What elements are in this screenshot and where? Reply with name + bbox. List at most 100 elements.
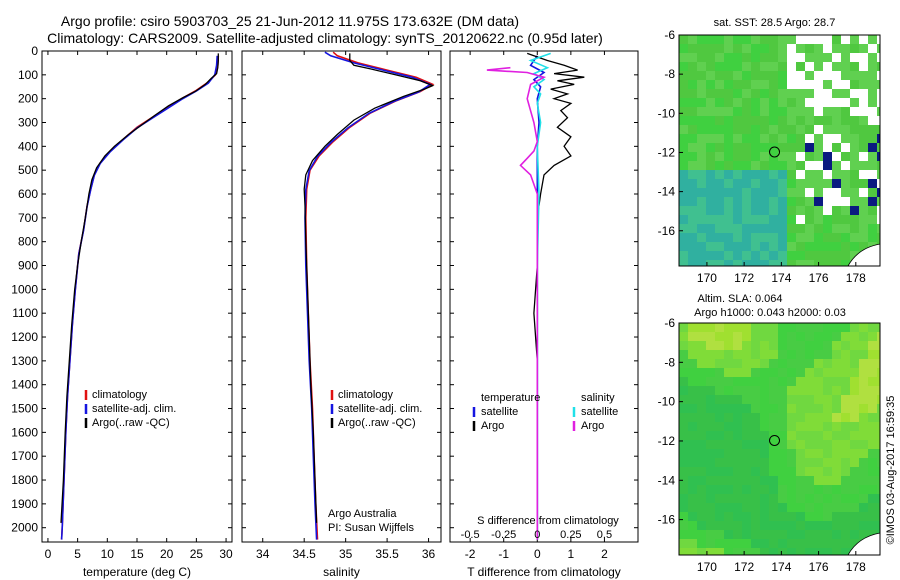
map-cell: [751, 413, 761, 423]
map-cell: [706, 125, 716, 135]
map-cell: [787, 359, 797, 369]
map-cell: [805, 107, 815, 117]
map-cell: [751, 503, 761, 513]
map-cell: [868, 512, 878, 522]
map-cell: [733, 197, 743, 207]
map-cell: [688, 530, 698, 540]
map-cell: [805, 224, 815, 234]
map-cell: [850, 359, 860, 369]
depth-tick-label: 900: [18, 259, 38, 273]
map-cell: [733, 152, 743, 162]
map-cell: [715, 413, 725, 423]
map-cell: [877, 422, 880, 432]
map-cell: [778, 80, 788, 90]
map-cell: [823, 512, 833, 522]
map-cell: [742, 539, 752, 549]
map-cell: [832, 62, 842, 72]
map-cell: [805, 152, 815, 162]
map-cell: [679, 485, 689, 495]
map-cell: [769, 44, 779, 54]
map-cell: [787, 503, 797, 513]
map-cell: [787, 467, 797, 477]
map-cell: [760, 323, 770, 333]
map-cell: [769, 62, 779, 72]
map-cell: [859, 404, 869, 414]
map-cell: [805, 179, 815, 189]
map-cell: [841, 395, 851, 405]
map-cell: [778, 197, 788, 207]
map-cell: [787, 98, 797, 108]
map-cell: [850, 503, 860, 513]
map-cell: [679, 467, 689, 477]
map-cell: [733, 404, 743, 414]
map-cell: [742, 80, 752, 90]
map-cell: [733, 368, 743, 378]
map-cell: [832, 35, 842, 45]
map-cell: [679, 476, 689, 486]
map-cell: [706, 233, 716, 243]
map-cell: [769, 224, 779, 234]
map-cell: [760, 413, 770, 423]
map-cell: [850, 116, 860, 126]
map-cell: [715, 422, 725, 432]
series-line-argo: [486, 66, 547, 540]
map-cell: [751, 251, 761, 261]
map-cell: [697, 35, 707, 45]
map-cell: [742, 458, 752, 468]
map-cell: [679, 143, 689, 153]
map-cell: [751, 350, 761, 360]
map-cell: [742, 467, 752, 477]
map-cell: [796, 359, 806, 369]
map-cell: [868, 143, 878, 153]
map-cell: [841, 341, 851, 351]
map-cell: [841, 89, 851, 99]
map-cell: [850, 404, 860, 414]
map-cell: [697, 332, 707, 342]
lat-tick-label: -10: [658, 395, 676, 409]
map-cell: [832, 53, 842, 63]
map-cell: [751, 530, 761, 540]
map-cell: [778, 422, 788, 432]
map-cell: [760, 548, 770, 555]
map-cell: [877, 494, 880, 504]
map-cell: [814, 521, 824, 531]
map-cell: [796, 440, 806, 450]
map-cell: [760, 440, 770, 450]
map-cell: [697, 206, 707, 216]
map-cell: [715, 521, 725, 531]
map-cell: [706, 80, 716, 90]
argo-position-marker: [769, 146, 781, 158]
map-cell: [805, 350, 815, 360]
map-cell: [697, 494, 707, 504]
map-cell: [850, 539, 860, 549]
legend-label: climatology: [338, 389, 394, 401]
map-cell: [697, 431, 707, 441]
map-cell: [832, 503, 842, 513]
map-cell: [724, 62, 734, 72]
map-cell: [841, 404, 851, 414]
map-cell: [850, 125, 860, 135]
map-cell: [706, 467, 716, 477]
map-cell: [706, 215, 716, 225]
map-cell: [877, 377, 880, 387]
map-cell: [760, 53, 770, 63]
map-cell: [787, 116, 797, 126]
lon-tick-label: 174: [771, 271, 791, 285]
map-cell: [715, 530, 725, 540]
map-cell: [841, 485, 851, 495]
map-cell: [877, 134, 880, 144]
map-cell: [724, 395, 734, 405]
map-cell: [697, 80, 707, 90]
map-cell: [724, 179, 734, 189]
map-cell: [751, 458, 761, 468]
map-cell: [697, 350, 707, 360]
salinity-diff-tick-label: 0.5: [597, 529, 612, 541]
map-cell: [814, 368, 824, 378]
map-cell: [796, 377, 806, 387]
map-cell: [706, 323, 716, 333]
map-cell: [733, 431, 743, 441]
map-cell: [697, 116, 707, 126]
map-cell: [778, 107, 788, 117]
map-cell: [814, 485, 824, 495]
map-cell: [733, 224, 743, 234]
